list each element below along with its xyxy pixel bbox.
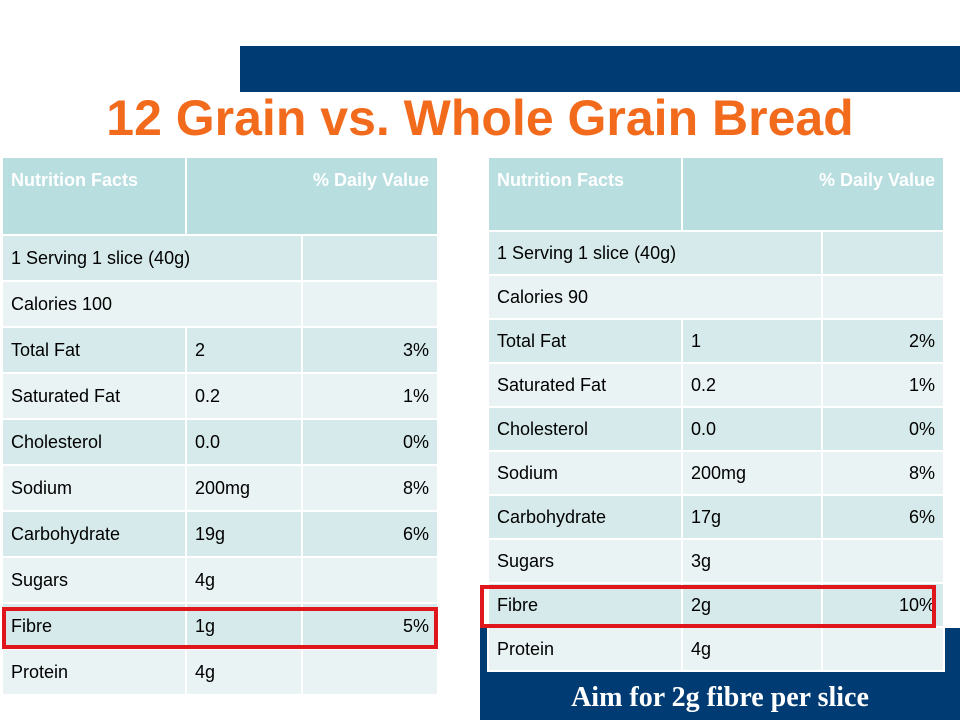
table-row: Sugars 3g xyxy=(487,538,945,584)
fibre-tip-caption: Aim for 2g fibre per slice xyxy=(571,682,869,713)
nutrient-amount: 4g xyxy=(681,626,823,672)
table-header-row: Nutrition Facts % Daily Value xyxy=(1,156,439,236)
nutrient-name: Saturated Fat xyxy=(487,362,683,408)
calories: Calories 90 xyxy=(487,274,823,320)
table-row: Sugars 4g xyxy=(1,556,439,604)
nutrient-name: Saturated Fat xyxy=(1,372,187,420)
nutrient-name: Sodium xyxy=(1,464,187,512)
nutrient-daily-value xyxy=(301,556,439,604)
nutrient-daily-value: 5% xyxy=(301,602,439,650)
nutrient-amount: 1g xyxy=(185,602,303,650)
table-row: Sodium 200mg 8% xyxy=(487,450,945,496)
nutrient-amount: 0.0 xyxy=(185,418,303,466)
nutrient-name: Total Fat xyxy=(1,326,187,374)
header-daily-value: % Daily Value xyxy=(185,156,439,236)
serving-row: 1 Serving 1 slice (40g) xyxy=(1,234,439,282)
table-row: Cholesterol 0.0 0% xyxy=(1,418,439,466)
nutrient-amount: 2 xyxy=(185,326,303,374)
nutrient-amount: 2g xyxy=(681,582,823,628)
nutrient-daily-value xyxy=(821,626,945,672)
header-nutrition-facts: Nutrition Facts xyxy=(487,156,683,232)
nutrient-amount: 0.0 xyxy=(681,406,823,452)
nutrient-name: Cholesterol xyxy=(487,406,683,452)
table-row: Total Fat 1 2% xyxy=(487,318,945,364)
nutrient-daily-value: 8% xyxy=(301,464,439,512)
table-row: Carbohydrate 17g 6% xyxy=(487,494,945,540)
nutrient-name: Total Fat xyxy=(487,318,683,364)
table-row: Saturated Fat 0.2 1% xyxy=(1,372,439,420)
table-row: Carbohydrate 19g 6% xyxy=(1,510,439,558)
serving-row: 1 Serving 1 slice (40g) xyxy=(487,230,945,276)
nutrient-amount: 17g xyxy=(681,494,823,540)
top-accent-bar xyxy=(240,46,960,92)
table-header-row: Nutrition Facts % Daily Value xyxy=(487,156,945,232)
nutrient-amount: 19g xyxy=(185,510,303,558)
nutrient-daily-value: 8% xyxy=(821,450,945,496)
nutrient-amount: 1 xyxy=(681,318,823,364)
right-nutrition-table: Nutrition Facts % Daily Value 1 Serving … xyxy=(487,156,945,672)
table-row-fibre: Fibre 2g 10% xyxy=(487,582,945,628)
nutrient-name: Sodium xyxy=(487,450,683,496)
nutrient-daily-value: 10% xyxy=(821,582,945,628)
nutrient-name: Carbohydrate xyxy=(1,510,187,558)
empty-cell xyxy=(301,280,439,328)
table-row: Protein 4g xyxy=(487,626,945,672)
empty-cell xyxy=(301,234,439,282)
empty-cell xyxy=(821,230,945,276)
nutrient-name: Sugars xyxy=(487,538,683,584)
nutrient-daily-value xyxy=(301,648,439,696)
calories-row: Calories 100 xyxy=(1,280,439,328)
nutrient-daily-value: 0% xyxy=(821,406,945,452)
nutrient-amount: 3g xyxy=(681,538,823,584)
table-row-fibre: Fibre 1g 5% xyxy=(1,602,439,650)
nutrient-name: Protein xyxy=(487,626,683,672)
table-row: Saturated Fat 0.2 1% xyxy=(487,362,945,408)
nutrient-daily-value: 0% xyxy=(301,418,439,466)
nutrient-name: Fibre xyxy=(1,602,187,650)
nutrient-daily-value: 1% xyxy=(821,362,945,408)
nutrient-name: Protein xyxy=(1,648,187,696)
nutrient-amount: 200mg xyxy=(681,450,823,496)
nutrient-amount: 4g xyxy=(185,648,303,696)
nutrient-name: Carbohydrate xyxy=(487,494,683,540)
nutrient-amount: 200mg xyxy=(185,464,303,512)
slide-title: 12 Grain vs. Whole Grain Bread xyxy=(106,90,854,146)
nutrient-name: Sugars xyxy=(1,556,187,604)
nutrient-amount: 0.2 xyxy=(185,372,303,420)
header-daily-value: % Daily Value xyxy=(681,156,945,232)
table-row: Protein 4g xyxy=(1,648,439,696)
nutrient-amount: 0.2 xyxy=(681,362,823,408)
nutrient-daily-value xyxy=(821,538,945,584)
nutrient-daily-value: 2% xyxy=(821,318,945,364)
serving-size: 1 Serving 1 slice (40g) xyxy=(1,234,303,282)
nutrient-daily-value: 1% xyxy=(301,372,439,420)
header-nutrition-facts: Nutrition Facts xyxy=(1,156,187,236)
nutrient-amount: 4g xyxy=(185,556,303,604)
left-nutrition-table: Nutrition Facts % Daily Value 1 Serving … xyxy=(1,156,439,696)
calories-row: Calories 90 xyxy=(487,274,945,320)
table-row: Cholesterol 0.0 0% xyxy=(487,406,945,452)
nutrient-daily-value: 6% xyxy=(821,494,945,540)
table-row: Total Fat 2 3% xyxy=(1,326,439,374)
empty-cell xyxy=(821,274,945,320)
nutrient-daily-value: 6% xyxy=(301,510,439,558)
nutrient-daily-value: 3% xyxy=(301,326,439,374)
nutrient-name: Cholesterol xyxy=(1,418,187,466)
serving-size: 1 Serving 1 slice (40g) xyxy=(487,230,823,276)
table-row: Sodium 200mg 8% xyxy=(1,464,439,512)
calories: Calories 100 xyxy=(1,280,303,328)
nutrient-name: Fibre xyxy=(487,582,683,628)
